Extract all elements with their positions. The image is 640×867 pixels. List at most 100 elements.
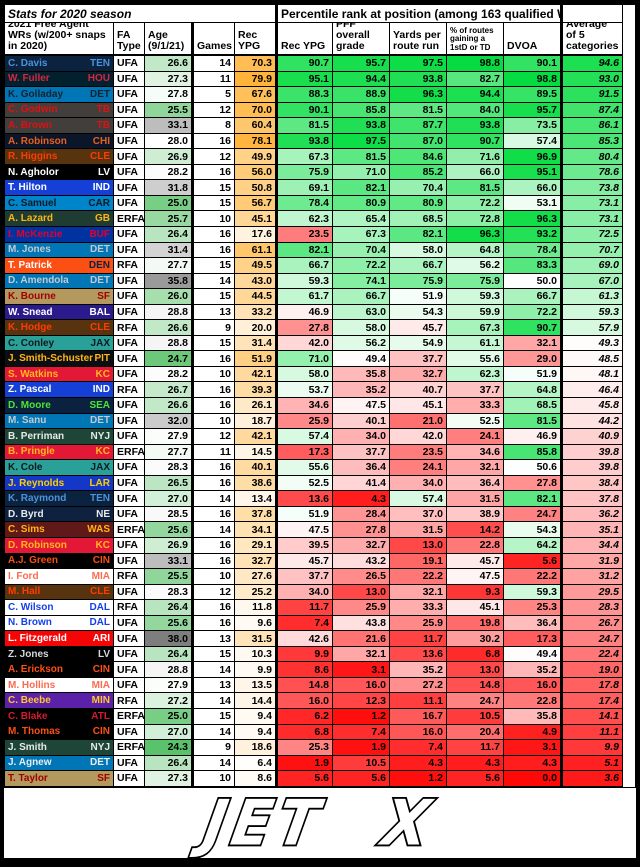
- pct-rec-ypg-cell: 34.0: [276, 584, 333, 601]
- pct-routes-1std-td-cell: 66.0: [447, 164, 504, 181]
- player-cell: I. McKenzie BUF: [5, 227, 114, 243]
- pct-routes-1std-td-cell: 33.3: [447, 398, 504, 414]
- player-name: D. Amendola: [8, 275, 69, 287]
- player-name: N. Agholor: [8, 166, 59, 178]
- average-cell: 61.3: [561, 289, 623, 305]
- age-cell: 27.9: [145, 429, 192, 445]
- player-name: M. Jones: [8, 244, 51, 256]
- pct-dvoa-cell: 16.0: [504, 677, 561, 694]
- pct-routes-1std-td-cell: 24.1: [447, 429, 504, 445]
- pct-rec-ypg-cell: 47.5: [276, 522, 333, 538]
- fa-type-cell: UFA: [114, 149, 145, 165]
- games-cell: 8: [192, 118, 235, 134]
- team-abbr: DET: [90, 415, 110, 427]
- pct-dvoa-cell: 66.0: [504, 180, 561, 196]
- age-cell: 26.9: [145, 149, 192, 165]
- age-cell: 28.8: [145, 304, 192, 321]
- player-cell: A. Brown TB: [5, 118, 114, 134]
- pct-routes-1std-td-cell: 67.3: [447, 320, 504, 336]
- fa-type-cell: UFA: [114, 506, 145, 523]
- average-cell: 72.5: [561, 227, 623, 243]
- rec-ypg-cell: 9.9: [235, 662, 276, 678]
- age-cell: 26.5: [145, 475, 192, 492]
- team-abbr: DAL: [89, 617, 110, 629]
- pct-dvoa-cell: 72.2: [504, 304, 561, 321]
- pct-rec-ypg-cell: 69.1: [276, 180, 333, 196]
- team-abbr: LAR: [89, 477, 110, 489]
- player-cell: C. Beebe MIN: [5, 693, 114, 709]
- rec-ypg-cell: 38.6: [235, 475, 276, 492]
- fa-type-cell: UFA: [114, 429, 145, 445]
- pct-routes-1std-td-cell: 59.3: [447, 289, 504, 305]
- pct-yprr-cell: 24.1: [390, 460, 447, 476]
- player-name: M. Sanu: [8, 415, 47, 427]
- pct-routes-1std-td-cell: 98.8: [447, 56, 504, 72]
- team-abbr: NYJ: [90, 741, 110, 753]
- pct-yprr-cell: 31.5: [390, 522, 447, 538]
- pct-yprr-cell: 66.7: [390, 258, 447, 274]
- pct-pff-grade-cell: 27.8: [333, 522, 390, 538]
- fa-type-cell: UFA: [114, 677, 145, 694]
- pct-routes-1std-td-cell: 14.8: [447, 677, 504, 694]
- age-cell: 26.6: [145, 56, 192, 72]
- games-cell: 15: [192, 180, 235, 196]
- pct-pff-grade-cell: 32.1: [333, 646, 390, 663]
- average-cell: 17.8: [561, 677, 623, 694]
- games-cell: 15: [192, 258, 235, 274]
- pct-dvoa-cell: 90.7: [504, 320, 561, 336]
- pct-routes-1std-td-cell: 61.1: [447, 335, 504, 352]
- average-cell: 59.3: [561, 304, 623, 321]
- age-cell: 31.4: [145, 242, 192, 259]
- age-cell: 33.1: [145, 118, 192, 134]
- pct-dvoa-cell: 73.5: [504, 118, 561, 134]
- average-cell: 45.8: [561, 398, 623, 414]
- fa-type-cell: UFA: [114, 195, 145, 212]
- games-cell: 16: [192, 242, 235, 259]
- pct-routes-1std-td-cell: 13.0: [447, 662, 504, 678]
- pct-yprr-cell: 34.0: [390, 475, 447, 492]
- footer-logo-area: JET X: [4, 784, 636, 858]
- age-cell: 24.3: [145, 740, 192, 756]
- rec-ypg-cell: 32.7: [235, 553, 276, 570]
- average-cell: 40.9: [561, 429, 623, 445]
- pct-dvoa-cell: 22.8: [504, 693, 561, 709]
- pct-yprr-cell: 27.2: [390, 677, 447, 694]
- col-header-age: Age (9/1/21): [145, 23, 192, 56]
- pct-yprr-cell: 13.0: [390, 537, 447, 554]
- player-cell: D. Robinson KC: [5, 537, 114, 554]
- rec-ypg-cell: 11.8: [235, 600, 276, 616]
- pct-pff-grade-cell: 74.1: [333, 273, 390, 290]
- average-cell: 91.5: [561, 87, 623, 103]
- fa-type-cell: UFA: [114, 87, 145, 103]
- pct-dvoa-cell: 0.0: [504, 771, 561, 787]
- pct-dvoa-cell: 4.3: [504, 755, 561, 772]
- pct-yprr-cell: 13.6: [390, 646, 447, 663]
- player-name: Z. Jones: [8, 648, 49, 660]
- pct-routes-1std-td-cell: 20.4: [447, 724, 504, 741]
- player-cell: C. Samuel CAR: [5, 195, 114, 212]
- col-header-pct-yprr: Yards per route run: [390, 23, 447, 56]
- pct-yprr-cell: 85.2: [390, 164, 447, 181]
- age-cell: 25.5: [145, 102, 192, 119]
- pct-yprr-cell: 54.9: [390, 335, 447, 352]
- age-cell: 25.0: [145, 708, 192, 725]
- player-name: M. Hollins: [8, 679, 56, 691]
- pct-rec-ypg-cell: 5.6: [276, 771, 333, 787]
- fa-type-cell: UFA: [114, 118, 145, 134]
- games-cell: 16: [192, 553, 235, 570]
- pct-pff-grade-cell: 97.5: [333, 133, 390, 150]
- age-cell: 26.6: [145, 398, 192, 414]
- average-cell: 87.4: [561, 102, 623, 119]
- games-cell: 5: [192, 87, 235, 103]
- player-cell: Z. Jones LV: [5, 646, 114, 663]
- rec-ypg-cell: 45.1: [235, 211, 276, 228]
- player-name: C. Godwin: [8, 104, 58, 116]
- pct-yprr-cell: 82.1: [390, 227, 447, 243]
- pct-rec-ypg-cell: 42.6: [276, 631, 333, 647]
- age-cell: 28.3: [145, 584, 192, 601]
- average-cell: 19.0: [561, 662, 623, 678]
- player-cell: K. Raymond TEN: [5, 491, 114, 507]
- pct-pff-grade-cell: 67.3: [333, 227, 390, 243]
- player-name: W. Snead: [8, 306, 53, 318]
- pct-routes-1std-td-cell: 82.7: [447, 71, 504, 88]
